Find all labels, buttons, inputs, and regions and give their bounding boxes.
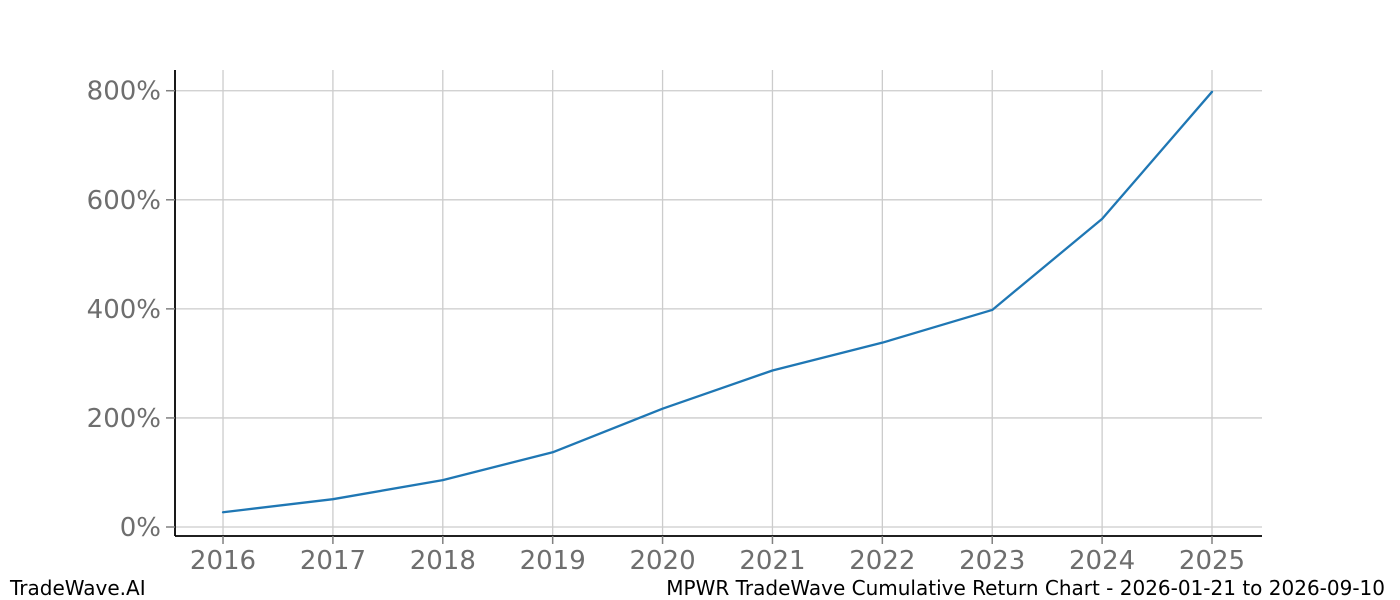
y-tick-label: 200%: [87, 404, 161, 434]
x-tick-label: 2023: [959, 546, 1025, 576]
cumulative-return-line: [221, 90, 1214, 514]
x-tick-label: 2021: [739, 546, 805, 576]
y-tick-label: 800%: [87, 77, 161, 107]
y-tick-label: 0%: [120, 513, 161, 543]
x-tick-label: 2024: [1069, 546, 1135, 576]
x-tick-label: 2016: [190, 546, 256, 576]
x-tick-label: 2022: [849, 546, 915, 576]
x-tick-label: 2017: [300, 546, 366, 576]
x-tick-label: 2018: [410, 546, 476, 576]
x-tick-label: 2019: [520, 546, 586, 576]
x-tick-label: 2025: [1179, 546, 1245, 576]
y-tick-label: 400%: [87, 295, 161, 325]
brand-watermark: TradeWave.AI: [10, 576, 146, 600]
chart-caption: MPWR TradeWave Cumulative Return Chart -…: [666, 576, 1385, 600]
y-tick-label: 600%: [87, 186, 161, 216]
x-tick-label: 2020: [629, 546, 695, 576]
